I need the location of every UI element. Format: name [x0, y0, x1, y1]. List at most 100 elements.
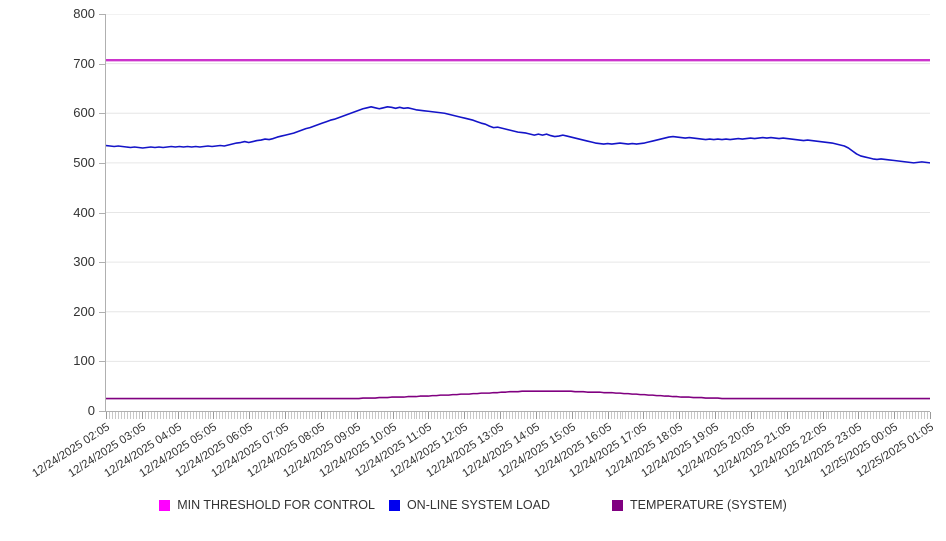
x-axis-minor-tick	[165, 412, 167, 419]
x-axis-minor-tick	[867, 412, 869, 419]
legend-item[interactable]: TEMPERATURE (SYSTEM)	[612, 499, 787, 512]
x-axis-minor-tick	[834, 412, 836, 419]
x-axis-minor-tick	[434, 412, 436, 419]
x-axis-minor-tick	[756, 412, 758, 419]
x-axis-minor-tick	[222, 412, 224, 419]
y-axis-tick-label: 100	[73, 353, 95, 369]
x-axis-minor-tick	[156, 412, 158, 419]
x-axis-minor-tick	[135, 412, 137, 419]
x-axis-minor-tick	[111, 412, 113, 419]
x-axis-minor-tick	[918, 412, 920, 419]
x-axis-minor-tick	[473, 412, 475, 419]
x-axis-major-tick	[535, 412, 537, 419]
x-axis-minor-tick	[876, 412, 878, 419]
x-axis-minor-tick	[306, 412, 308, 419]
x-axis-minor-tick	[476, 412, 478, 419]
x-axis-minor-tick	[810, 412, 812, 419]
x-axis-minor-tick	[601, 412, 603, 419]
x-axis-minor-tick	[852, 412, 854, 419]
y-axis-tick-mark	[99, 411, 105, 412]
x-axis-minor-tick	[201, 412, 203, 419]
x-axis-ticks	[106, 412, 931, 419]
x-axis-minor-tick	[640, 412, 642, 419]
x-axis-minor-tick	[622, 412, 624, 419]
x-axis-major-tick	[750, 412, 752, 419]
x-axis-minor-tick	[494, 412, 496, 419]
x-axis-minor-tick	[114, 412, 116, 419]
x-axis-minor-tick	[891, 412, 893, 419]
x-axis-minor-tick	[332, 412, 334, 419]
x-axis-minor-tick	[126, 412, 128, 419]
x-axis-minor-tick	[741, 412, 743, 419]
x-axis-minor-tick	[652, 412, 654, 419]
x-axis-major-tick	[786, 412, 788, 419]
x-axis-minor-tick	[482, 412, 484, 419]
x-axis-minor-tick	[747, 412, 749, 419]
x-axis-minor-tick	[559, 412, 561, 419]
x-axis-minor-tick	[261, 412, 263, 419]
x-axis-minor-tick	[924, 412, 926, 419]
x-axis-minor-tick	[458, 412, 460, 419]
x-axis-minor-tick	[335, 412, 337, 419]
x-axis-minor-tick	[577, 412, 579, 419]
x-axis-minor-tick	[634, 412, 636, 419]
x-axis-minor-tick	[374, 412, 376, 419]
x-axis-minor-tick	[792, 412, 794, 419]
x-axis-minor-tick	[108, 412, 110, 419]
y-axis-tick-label: 600	[73, 105, 95, 121]
x-axis-minor-tick	[897, 412, 899, 419]
x-axis-minor-tick	[592, 412, 594, 419]
x-axis-minor-tick	[691, 412, 693, 419]
x-axis-minor-tick	[419, 412, 421, 419]
y-axis-labels: 0 100 200 300 400 500 600 700 800	[0, 0, 95, 526]
x-axis-major-tick	[894, 412, 896, 419]
x-axis-major-tick	[464, 412, 466, 419]
legend-item[interactable]: MIN THRESHOLD FOR CONTROL	[159, 499, 375, 512]
x-axis-minor-tick	[150, 412, 152, 419]
x-axis-minor-tick	[255, 412, 257, 419]
y-axis-tick-label: 800	[73, 6, 95, 21]
x-axis-minor-tick	[300, 412, 302, 419]
x-axis-minor-tick	[655, 412, 657, 419]
x-axis-minor-tick	[915, 412, 917, 419]
legend-swatch-icon	[388, 499, 400, 511]
x-axis-minor-tick	[207, 412, 209, 419]
x-axis-minor-tick	[491, 412, 493, 419]
y-axis-tick-mark	[99, 63, 105, 65]
x-axis-minor-tick	[753, 412, 755, 419]
x-axis-major-tick	[356, 412, 358, 419]
x-axis-minor-tick	[422, 412, 424, 419]
x-axis-minor-tick	[825, 412, 827, 419]
x-axis-minor-tick	[819, 412, 821, 419]
x-axis-minor-tick	[228, 412, 230, 419]
y-axis-tick-label: 0	[87, 403, 95, 418]
x-axis-minor-tick	[909, 412, 911, 419]
x-axis-minor-tick	[189, 412, 191, 419]
plot-area	[106, 14, 930, 411]
x-axis-minor-tick	[646, 412, 648, 419]
x-axis-minor-tick	[783, 412, 785, 419]
x-axis-minor-tick	[583, 412, 585, 419]
x-axis-minor-tick	[709, 412, 711, 419]
x-axis-major-tick	[822, 412, 824, 419]
x-axis-minor-tick	[547, 412, 549, 419]
x-axis-minor-tick	[774, 412, 776, 419]
x-axis-minor-tick	[347, 412, 349, 419]
x-axis-minor-tick	[518, 412, 519, 419]
x-axis-minor-tick	[568, 412, 570, 419]
x-axis-minor-tick	[855, 412, 857, 419]
x-axis-minor-tick	[631, 412, 633, 419]
x-axis-minor-tick	[446, 412, 448, 419]
x-axis-minor-tick	[586, 412, 588, 419]
x-axis-minor-tick	[562, 412, 564, 419]
x-axis-minor-tick	[404, 412, 406, 419]
legend-item[interactable]: ON-LINE SYSTEM LOAD	[388, 499, 550, 512]
x-axis-minor-tick	[726, 412, 728, 419]
x-axis-minor-tick	[744, 412, 746, 419]
x-axis-line	[105, 411, 930, 412]
x-axis-minor-tick	[449, 412, 451, 419]
y-axis-tick-mark	[99, 262, 105, 264]
x-axis-minor-tick	[604, 412, 606, 419]
y-axis-tick-mark	[99, 311, 105, 313]
x-axis-minor-tick	[312, 412, 313, 419]
